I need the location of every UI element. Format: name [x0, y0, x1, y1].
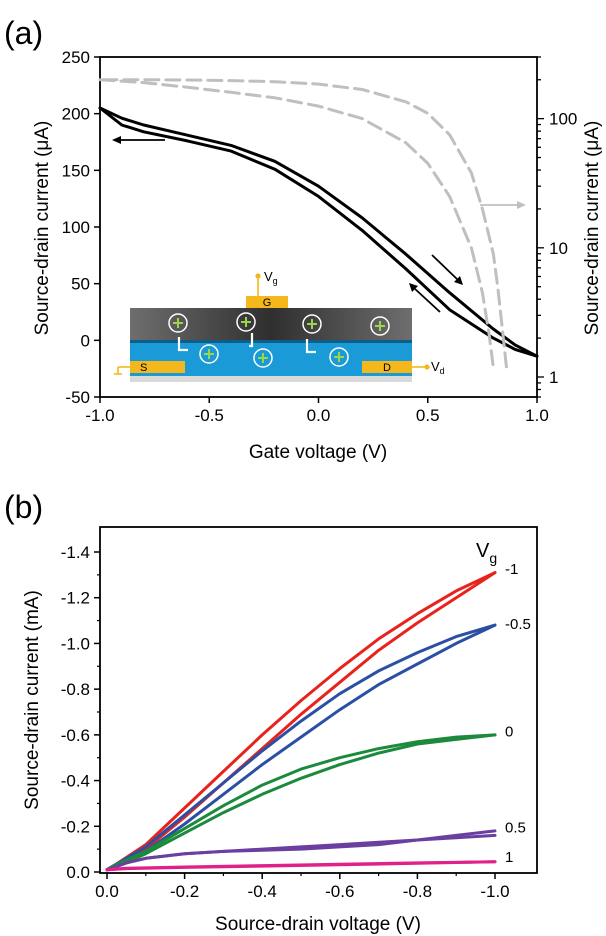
a-y-tick-label: 150: [62, 161, 90, 180]
cation-icon: [236, 312, 256, 332]
a-y-tick-label: 50: [71, 275, 90, 294]
a-x-tick-label: -1.0: [85, 406, 114, 425]
vg-label: Vg: [264, 269, 278, 286]
a-series-line-0: [98, 106, 539, 358]
panel-a-axes: -1.0 -0.5 0.0 0.5 1.0 250 200 150 100 50 0 -50 100 10…: [62, 48, 578, 425]
device-inset: Vg G S D Vd: [114, 269, 445, 382]
a-series-line-1: [98, 106, 539, 358]
cation-icon: [302, 314, 322, 334]
ion-drift-arrow: [305, 339, 316, 354]
b-y-tick-label: 0.0: [66, 863, 90, 882]
b-series-label: 0.5: [505, 819, 526, 836]
a-x-tick-label: 1.0: [525, 406, 549, 425]
b-series-label: 0: [505, 723, 513, 740]
a-y-tick-label: -50: [65, 388, 90, 407]
a-x-tick-label: 0.5: [416, 406, 440, 425]
a-series-line-2: [98, 78, 495, 369]
panel-b-axes: 0.0 -0.2 -0.4 -0.6 -0.8 -1.0 -1.4 -1.2 -1.0 -0.8 -…: [61, 543, 510, 901]
b-series-2-fwd: [105, 733, 497, 872]
a-y-tick-label: 0: [81, 331, 90, 350]
panel-a-ylabel: Source-drain current (μA): [32, 121, 53, 336]
b-y-tick-label: -0.8: [61, 680, 90, 699]
a-series-line-3: [98, 78, 508, 369]
b-series-label: -1: [505, 561, 518, 578]
panel-b-frame: [99, 526, 538, 874]
a-x-tick-label: 0.0: [307, 406, 331, 425]
b-series-4-rev: [105, 860, 497, 872]
a-y-tick-label: 100: [62, 218, 90, 237]
b-y-tick-label: -1.4: [61, 543, 90, 562]
b-series-label: 1: [505, 849, 513, 866]
cation-icon: [199, 344, 219, 364]
panel-b-ylabel: Source-drain current (mA): [22, 590, 43, 810]
b-series-label: -0.5: [505, 616, 531, 633]
b-x-tick-label: -0.6: [325, 882, 354, 901]
panel-a-label: (a): [4, 15, 43, 51]
panel-a-xlabel: Gate voltage (V): [249, 442, 387, 463]
b-series-1-rev: [105, 623, 497, 872]
left-axis-arrowhead: [112, 136, 121, 144]
b-x-tick-label: -1.0: [480, 882, 509, 901]
panel-a-ylabel-right: Source-drain current (μA): [582, 121, 603, 336]
source-electrode: [130, 361, 185, 373]
sweep-reverse-arrow: [413, 287, 441, 313]
right-axis-arrowhead: [517, 201, 526, 209]
cation-icon: [253, 348, 273, 368]
a-y-tick-label: 200: [62, 105, 90, 124]
vd-label: Vd: [431, 359, 445, 376]
panel-b-series: -1 -0.5 0 0.5 1: [105, 561, 531, 872]
a-y-tick-label: 250: [62, 48, 90, 67]
substrate-layer: [130, 376, 412, 382]
drain-electrode: [362, 361, 412, 373]
b-x-tick-label: -0.8: [403, 882, 432, 901]
panel-a-series: [98, 78, 539, 369]
b-y-tick-label: -0.6: [61, 726, 90, 745]
b-y-tick-label: -0.4: [61, 772, 90, 791]
ion-drift-arrow: [249, 333, 254, 348]
b-y-tick-label: -1.0: [61, 634, 90, 653]
drain-label: D: [383, 362, 391, 374]
a-y2-tick-label: 1: [549, 368, 558, 387]
cation-icon: [329, 347, 349, 367]
sweep-forward-arrow: [431, 254, 459, 281]
source-label: S: [140, 362, 147, 374]
b-series-2-rev: [105, 733, 497, 872]
b-x-tick-label: -0.2: [170, 882, 199, 901]
b-series-3-rev: [105, 829, 497, 872]
gate-electrode: [246, 296, 288, 308]
ion-drift-arrow: [177, 337, 188, 352]
panel-b-xlabel: Source-drain voltage (V): [215, 914, 421, 935]
cation-icon: [168, 313, 188, 333]
b-x-tick-label: -0.4: [248, 882, 277, 901]
b-y-tick-label: -1.2: [61, 589, 90, 608]
legend-title: Vg: [476, 540, 497, 566]
sweep-reverse-arrowhead: [409, 283, 418, 292]
a-y2-tick-label: 10: [549, 239, 568, 258]
b-y-tick-label: -0.2: [61, 817, 90, 836]
a-y2-tick-label: 100: [549, 110, 577, 129]
a-x-tick-label: -0.5: [195, 406, 224, 425]
b-x-tick-label: 0.0: [95, 882, 119, 901]
cation-icon: [370, 316, 390, 336]
panel-b-label: (b): [4, 489, 43, 525]
sweep-forward-arrowhead: [454, 276, 463, 285]
electrolyte-layer: [130, 308, 412, 340]
gate-label: G: [263, 297, 272, 309]
b-series-0-rev: [105, 571, 497, 872]
